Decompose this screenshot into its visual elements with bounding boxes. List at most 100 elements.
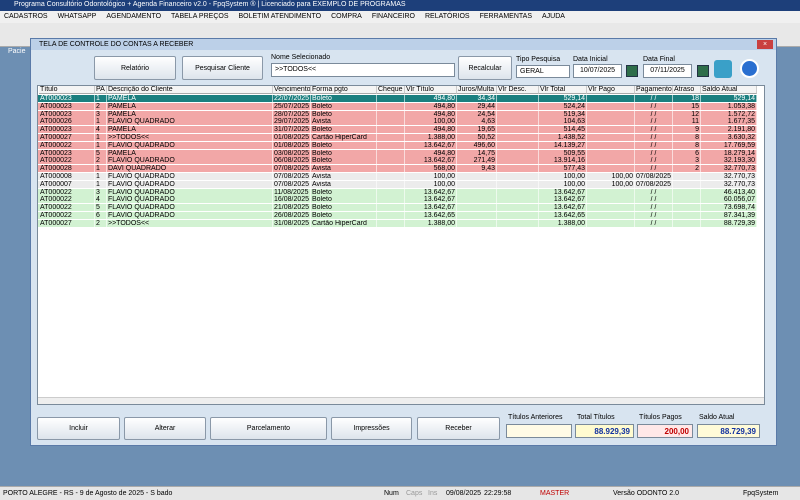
table-row[interactable]: [38, 180, 757, 189]
table-cell: 07/08/2025: [636, 180, 673, 189]
table-cell: 4,63: [457, 118, 497, 127]
table-row[interactable]: [38, 110, 757, 119]
table-cell: [587, 110, 635, 119]
table-cell: 32.193,30: [701, 157, 757, 166]
table-row[interactable]: [38, 157, 757, 166]
menu-item[interactable]: AJUDA: [541, 13, 565, 20]
table-cell: [377, 188, 405, 197]
menu-item[interactable]: FINANCEIRO: [371, 13, 415, 20]
table-cell: AT000007: [39, 180, 95, 189]
menu-item[interactable]: TABELA PREÇOS: [171, 13, 229, 20]
end-input[interactable]: 07/11/2025: [643, 64, 692, 78]
action-button[interactable]: Incluir: [37, 417, 120, 440]
menu-item[interactable]: FERRAMENTAS: [479, 13, 532, 20]
calendar-icon[interactable]: [626, 65, 638, 77]
table-cell: [587, 118, 635, 127]
table-cell: 32.770,73: [701, 173, 757, 181]
table-cell: Cartão HiperCard: [311, 219, 377, 228]
table-row[interactable]: [38, 126, 757, 135]
table-row[interactable]: [38, 134, 757, 142]
table-cell: [377, 118, 405, 127]
table-row[interactable]: [38, 188, 757, 197]
table-cell: [587, 219, 635, 228]
menu-item[interactable]: RELATÓRIOS: [425, 13, 470, 20]
table-cell: [673, 219, 701, 228]
table-cell: 1: [95, 173, 107, 181]
table-cell: 13.642,67: [405, 188, 457, 197]
table-row[interactable]: [38, 196, 757, 205]
total-value: 88.729,39: [697, 424, 760, 438]
table-row[interactable]: [38, 173, 757, 181]
table-row[interactable]: [38, 165, 757, 174]
table-cell: 15: [673, 102, 701, 111]
column-header: Pagamento: [635, 86, 673, 94]
table-cell: 13.642,65: [405, 212, 457, 220]
table-row[interactable]: [38, 102, 757, 111]
action-button[interactable]: Impressões: [331, 417, 412, 440]
menu-item[interactable]: AGENDAMENTO: [106, 13, 162, 20]
table-cell: 5: [95, 149, 107, 158]
action-button[interactable]: Receber: [417, 417, 500, 440]
table-cell: 31/08/2025: [274, 219, 311, 228]
table-row[interactable]: [38, 149, 757, 158]
table-cell: 271,49: [457, 157, 497, 166]
table-cell: 18.279,14: [701, 149, 757, 158]
table-cell: 03/08/2025: [274, 149, 311, 158]
report-button[interactable]: Relatório: [94, 56, 176, 80]
menu-bar: CADASTROS WHATSAPP AGENDAMENTO TABELA PREÇO…: [0, 11, 800, 23]
menu-item[interactable]: COMPRA: [331, 13, 362, 20]
table-cell: Avista: [311, 118, 377, 127]
table-cell: / /: [635, 110, 673, 119]
table-cell: [457, 173, 497, 181]
action-button[interactable]: Alterar: [124, 417, 206, 440]
table-row[interactable]: [38, 204, 757, 213]
total-value: 88.929,39: [575, 424, 634, 438]
total-value: 200,00: [637, 424, 693, 438]
table-cell: PAMELA: [107, 102, 273, 111]
type-select[interactable]: GERAL: [516, 65, 570, 78]
menu-item[interactable]: WHATSAPP: [57, 13, 97, 20]
type-label: Tipo Pesquisa: [516, 56, 561, 63]
table-cell: 16/08/2025: [274, 196, 311, 205]
table-cell: 18: [673, 95, 701, 103]
table-cell: 100,00: [405, 180, 457, 189]
calendar-icon[interactable]: [697, 65, 709, 77]
menu-item[interactable]: CADASTROS: [4, 13, 48, 20]
search-client-button[interactable]: Pesquisar Cliente: [182, 56, 263, 80]
total-label: Total Títulos: [577, 414, 615, 421]
table-cell: 13.642,67: [539, 204, 587, 213]
table-cell: 1: [95, 165, 107, 174]
table-row[interactable]: [38, 95, 757, 103]
table-cell: AT000023: [39, 110, 95, 119]
table-row[interactable]: [38, 118, 757, 127]
table-cell: 1: [95, 180, 107, 189]
table-cell: FLAVIO QUADRADO: [107, 204, 273, 213]
table-cell: [587, 165, 635, 174]
table-row[interactable]: [38, 141, 757, 150]
table-cell: PAMELA: [107, 149, 273, 158]
refresh-icon[interactable]: [714, 60, 732, 78]
table-cell: 01/08/2025: [274, 141, 311, 150]
name-label: Nome Selecionado: [271, 54, 331, 61]
name-input[interactable]: >>TODOS<<: [271, 63, 455, 77]
table-cell: [673, 212, 701, 220]
table-cell: [587, 102, 635, 111]
table-row[interactable]: [38, 219, 757, 228]
table-cell: 13.642,67: [405, 204, 457, 213]
table-cell: AT000023: [39, 149, 95, 158]
recalc-button[interactable]: Recalcular: [458, 56, 512, 80]
start-input[interactable]: 10/07/2025: [573, 64, 622, 78]
table-cell: [673, 196, 701, 205]
table-row[interactable]: [38, 212, 757, 220]
close-button[interactable]: ×: [757, 40, 773, 49]
action-button[interactable]: Parcelamento: [210, 417, 327, 440]
table-cell: 9: [673, 126, 701, 135]
table-cell: 1.677,35: [701, 118, 757, 127]
scrollbar[interactable]: [38, 397, 764, 404]
next-icon[interactable]: [740, 59, 759, 78]
status-item: Versão ODONTO 2.0: [613, 490, 680, 497]
toolbar-label: Pacie: [8, 48, 26, 55]
menu-item[interactable]: BOLETIM ATENDIMENTO: [238, 13, 322, 20]
table-cell: [457, 196, 497, 205]
table-cell: 29,44: [457, 102, 497, 111]
